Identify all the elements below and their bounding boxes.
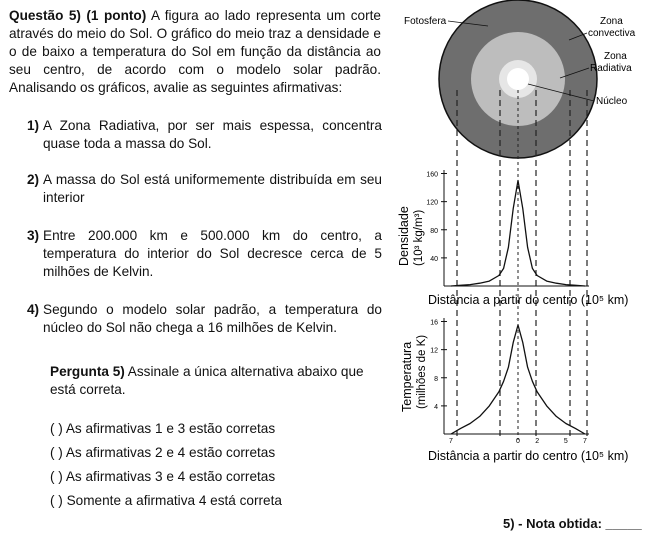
y-tick-label: 8: [434, 376, 438, 383]
core-ring: [499, 60, 537, 98]
photosphere-pointer: [447, 20, 489, 27]
statement-number: 4): [27, 302, 40, 317]
answer-prompt: Pergunta 5) Assinale a única alternativa…: [50, 363, 382, 399]
question-text: A figura ao lado representa um corte atr…: [9, 8, 381, 95]
y-tick-label: 4: [434, 404, 438, 411]
photosphere-circle: [438, 0, 598, 159]
statement-text: A Zona Radiativa, por ser mais espessa, …: [43, 118, 382, 151]
option-a[interactable]: ( ) As afirmativas 1 e 3 estão corretas: [50, 421, 276, 436]
statement-4: 4) Segundo o modelo solar padrão, a temp…: [27, 301, 382, 337]
option-b[interactable]: ( ) As afirmativas 2 e 4 estão corretas: [50, 445, 276, 460]
y-tick-label: 16: [430, 320, 438, 327]
option-c[interactable]: ( ) As afirmativas 3 e 4 estão corretas: [50, 469, 276, 484]
y-tick-label: 160: [426, 172, 438, 179]
y-tick-label: 80: [430, 228, 438, 235]
x-tick-label: 5: [564, 438, 568, 445]
core-pointer: [527, 83, 595, 102]
statement-text: Segundo o modelo solar padrão, a tempera…: [43, 302, 382, 335]
temperature-ylabel-line1: Temperatura: [400, 342, 414, 412]
y-tick-label: 120: [426, 200, 438, 207]
photosphere-label: Fotosfera: [404, 16, 447, 27]
temperature-chart: 4 8 12 16 7 0 2 5 7: [430, 318, 589, 445]
statement-3: 3) Entre 200.000 km e 500.000 km do cent…: [27, 227, 382, 281]
x-tick-label: 7: [583, 438, 587, 445]
statement-1: 1) A Zona Radiativa, por ser mais espess…: [27, 117, 382, 153]
radiative-label-line2: Radiativa: [590, 63, 632, 74]
density-ylabel-line2: (10³ kg/m³): [413, 210, 425, 266]
convective-label-line1: Zona: [600, 16, 623, 27]
prompt-text: Assinale a única alternativa abaixo que …: [50, 364, 364, 397]
density-xlabel: Distância a partir do centro (10⁵ km): [428, 293, 628, 307]
statement-number: 1): [27, 118, 40, 133]
y-tick-label: 40: [430, 256, 438, 263]
statement-text: A massa do Sol está uniformemente distri…: [43, 172, 382, 205]
radiative-pointer: [559, 67, 590, 79]
statement-2: 2) A massa do Sol está uniformemente dis…: [27, 171, 382, 207]
statement-number: 2): [27, 172, 40, 187]
option-d[interactable]: ( ) Somente a afirmativa 4 está correta: [50, 493, 282, 508]
temperature-ylabel-line2: (milhões de K): [416, 335, 428, 409]
series-line: [450, 179, 586, 287]
density-ylabel-line1: Densidade: [397, 206, 411, 266]
series-line: [450, 324, 586, 435]
x-tick-label: 7: [449, 438, 453, 445]
question-label: Questão 5) (1 ponto): [9, 8, 147, 23]
temperature-xlabel: Distância a partir do centro (10⁵ km): [428, 449, 628, 463]
core-circle: [507, 68, 529, 90]
statement-number: 3): [27, 228, 40, 243]
prompt-label: Pergunta 5): [50, 364, 125, 379]
convective-label-line2: convectiva: [588, 28, 636, 39]
question-stem: Questão 5) (1 ponto) A figura ao lado re…: [9, 7, 381, 97]
statement-text: Entre 200.000 km e 500.000 km do centro,…: [43, 228, 382, 279]
density-chart: 40 80 120 160: [426, 170, 589, 287]
x-tick-label: 2: [535, 438, 539, 445]
convective-pointer: [568, 32, 588, 41]
radiative-label-line1: Zona: [604, 51, 627, 62]
radiative-zone-circle: [471, 32, 565, 126]
grade-field[interactable]: 5) - Nota obtida: _____: [503, 516, 642, 531]
core-label: Núcleo: [596, 96, 628, 107]
x-tick-label: 0: [516, 438, 520, 445]
y-tick-label: 12: [430, 348, 438, 355]
